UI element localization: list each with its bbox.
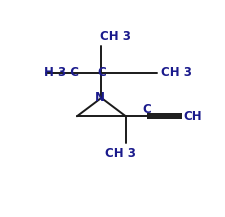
Text: CH 3: CH 3 [105,147,136,160]
Text: N: N [95,90,105,104]
Text: CH 3: CH 3 [100,30,131,43]
Text: CH: CH [183,110,202,123]
Text: C: C [142,103,151,116]
Text: CH 3: CH 3 [161,66,191,79]
Text: H 3 C: H 3 C [44,66,79,79]
Text: C: C [97,66,106,79]
